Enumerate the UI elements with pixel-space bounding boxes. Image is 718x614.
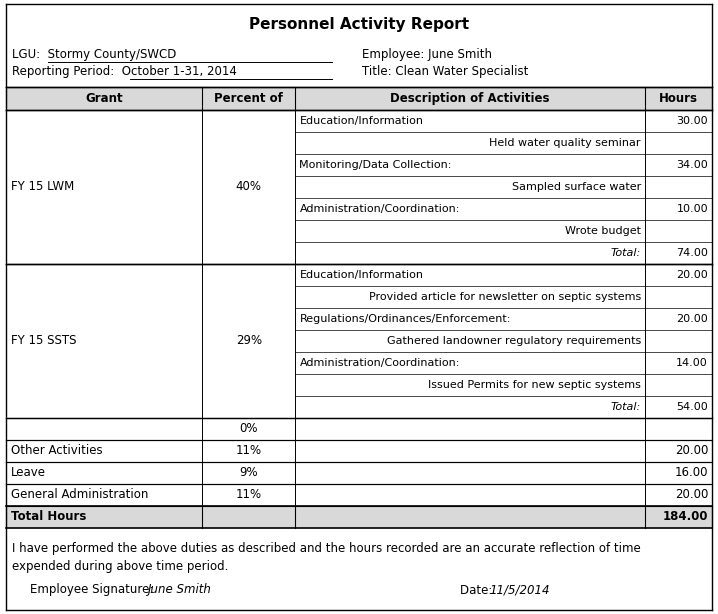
Text: Reporting Period:  October 1-31, 2014: Reporting Period: October 1-31, 2014 (12, 65, 237, 78)
Text: Total:: Total: (611, 402, 641, 412)
Text: Percent of: Percent of (215, 92, 284, 105)
Text: 14.00: 14.00 (676, 358, 708, 368)
Text: expended during above time period.: expended during above time period. (12, 560, 228, 573)
Text: Education/Information: Education/Information (299, 270, 424, 280)
Text: Employee Signature:: Employee Signature: (30, 583, 157, 596)
Text: 0%: 0% (240, 422, 258, 435)
Text: 40%: 40% (236, 181, 262, 193)
Text: Leave: Leave (11, 467, 46, 480)
Text: LGU:  Stormy County/SWCD: LGU: Stormy County/SWCD (12, 48, 177, 61)
Text: Administration/Coordination:: Administration/Coordination: (299, 204, 460, 214)
Text: 20.00: 20.00 (676, 270, 708, 280)
Text: 9%: 9% (240, 467, 258, 480)
Text: June Smith: June Smith (148, 583, 212, 596)
Text: 29%: 29% (236, 335, 262, 348)
Text: General Administration: General Administration (11, 489, 149, 502)
Text: 30.00: 30.00 (676, 116, 708, 126)
Text: 20.00: 20.00 (675, 489, 708, 502)
Text: Hours: Hours (659, 92, 698, 105)
Text: Sampled surface water: Sampled surface water (512, 182, 641, 192)
Text: Grant: Grant (85, 92, 123, 105)
Text: Provided article for newsletter on septic systems: Provided article for newsletter on septi… (368, 292, 641, 302)
Text: Total Hours: Total Hours (11, 510, 86, 524)
Text: 184.00: 184.00 (663, 510, 708, 524)
Text: Description of Activities: Description of Activities (391, 92, 550, 105)
Text: Title: Clean Water Specialist: Title: Clean Water Specialist (362, 65, 528, 78)
Text: 20.00: 20.00 (675, 445, 708, 457)
Text: 74.00: 74.00 (676, 248, 708, 258)
Text: Wrote budget: Wrote budget (565, 226, 641, 236)
Text: Issued Permits for new septic systems: Issued Permits for new septic systems (428, 380, 641, 390)
Text: Administration/Coordination:: Administration/Coordination: (299, 358, 460, 368)
Text: 34.00: 34.00 (676, 160, 708, 170)
Text: Total:: Total: (611, 248, 641, 258)
Text: 11%: 11% (236, 489, 262, 502)
Text: Personnel Activity Report: Personnel Activity Report (249, 17, 469, 32)
Text: 11/5/2014: 11/5/2014 (489, 583, 549, 596)
Text: Education/Information: Education/Information (299, 116, 424, 126)
Text: Date:: Date: (460, 583, 496, 596)
Text: Employee: June Smith: Employee: June Smith (362, 48, 492, 61)
Text: 20.00: 20.00 (676, 314, 708, 324)
Text: 11%: 11% (236, 445, 262, 457)
Text: FY 15 SSTS: FY 15 SSTS (11, 335, 77, 348)
Text: Held water quality seminar: Held water quality seminar (490, 138, 641, 148)
Text: 10.00: 10.00 (676, 204, 708, 214)
Text: I have performed the above duties as described and the hours recorded are an acc: I have performed the above duties as des… (12, 542, 640, 555)
Bar (6, 87, 712, 110)
Text: Monitoring/Data Collection:: Monitoring/Data Collection: (299, 160, 452, 170)
Text: Other Activities: Other Activities (11, 445, 103, 457)
Text: FY 15 LWM: FY 15 LWM (11, 181, 74, 193)
Text: Regulations/Ordinances/Enforcement:: Regulations/Ordinances/Enforcement: (299, 314, 510, 324)
Text: Gathered landowner regulatory requirements: Gathered landowner regulatory requiremen… (387, 336, 641, 346)
Text: 16.00: 16.00 (674, 467, 708, 480)
Bar (6, 506, 712, 528)
Text: 54.00: 54.00 (676, 402, 708, 412)
